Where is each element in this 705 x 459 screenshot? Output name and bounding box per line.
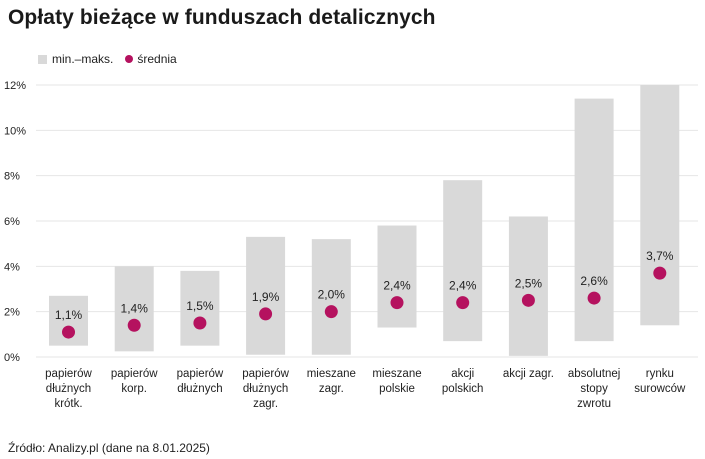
value-label: 1,4%	[121, 301, 149, 315]
mean-dot	[259, 307, 273, 321]
legend: min.–maks. średnia	[38, 52, 177, 66]
legend-range-label: min.–maks.	[52, 52, 114, 66]
category-label: papierów korp.	[111, 368, 158, 395]
category-label: mieszane zagr.	[307, 368, 356, 395]
mean-dot	[193, 316, 207, 330]
range-bar	[180, 270, 220, 346]
mean-dot	[62, 325, 75, 339]
value-label: 1,1%	[55, 308, 83, 322]
value-label: 2,0%	[318, 288, 346, 302]
range-bar	[377, 225, 417, 328]
legend-range-swatch	[38, 54, 47, 64]
y-tick-label: 0%	[4, 352, 20, 364]
y-tick-label: 2%	[4, 307, 20, 319]
range-bar	[574, 98, 614, 342]
mean-dot	[324, 305, 338, 319]
y-tick-label: 12%	[4, 80, 26, 92]
category-label: papierów dłużnych	[177, 368, 224, 395]
y-tick-label: 8%	[4, 171, 20, 183]
range-bar	[246, 236, 286, 355]
legend-mean-label: średnia	[137, 52, 177, 66]
category-label: papierów dłużnych zagr.	[242, 368, 289, 410]
mean-dot	[390, 296, 404, 310]
value-label: 1,9%	[252, 290, 280, 304]
mean-dot	[587, 291, 601, 305]
range-bar	[508, 216, 548, 356]
category-label: akcji polskich	[442, 368, 484, 395]
value-label: 1,5%	[186, 299, 214, 313]
range-bar	[114, 266, 154, 352]
category-label: rynku surowców	[634, 368, 686, 395]
category-label: mieszane polskie	[372, 368, 421, 395]
value-label: 2,4%	[449, 279, 477, 293]
category-label: akcji zagr.	[503, 368, 554, 380]
mean-dot	[456, 296, 470, 310]
value-label: 2,5%	[515, 276, 543, 290]
mean-dot	[127, 318, 141, 332]
y-tick-label: 4%	[4, 261, 20, 273]
chart-title: Opłaty bieżące w funduszach detalicznych	[8, 6, 436, 29]
value-label: 2,4%	[383, 279, 411, 293]
category-label: absolutnej stopy zwrotu	[568, 368, 620, 410]
range-bar	[311, 239, 351, 355]
range-bar	[443, 180, 483, 342]
mean-dot	[521, 293, 535, 307]
category-label: papierów dłużnych krótk.	[45, 368, 92, 410]
y-tick-label: 6%	[4, 216, 20, 228]
value-label: 2,6%	[580, 274, 608, 288]
source-note: Źródło: Analizy.pl (dane na 8.01.2025)	[8, 441, 210, 455]
value-label: 3,7%	[646, 249, 674, 263]
y-tick-label: 10%	[4, 125, 26, 137]
mean-dot	[653, 266, 667, 280]
range-bar	[640, 85, 680, 326]
legend-mean-dot	[125, 55, 134, 63]
